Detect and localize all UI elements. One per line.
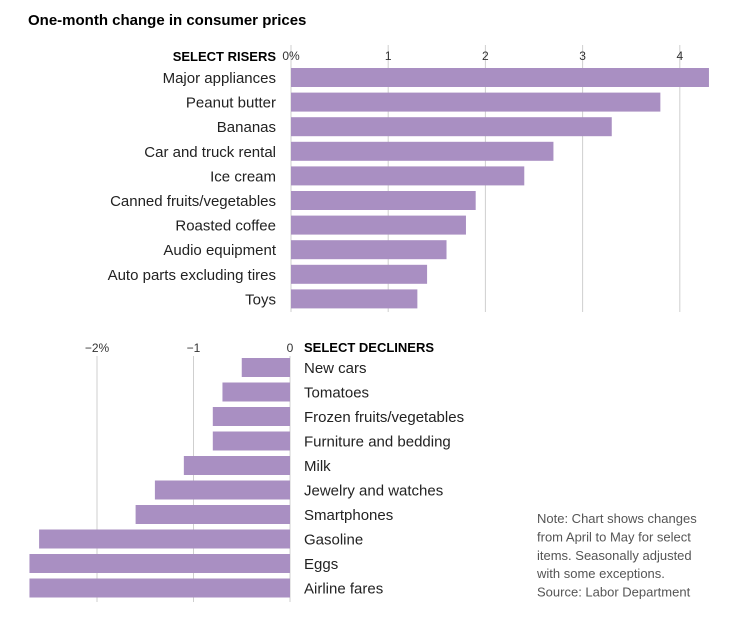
chart-note: Note: Chart shows changes from April to M… — [536, 511, 697, 600]
riser-category-label: Peanut butter — [186, 95, 276, 112]
risers-tick-label: 2 — [482, 49, 489, 63]
decliner-bar — [39, 529, 290, 549]
riser-category-label: Auto parts excluding tires — [108, 267, 276, 284]
decliner-category-label: Airline fares — [304, 581, 383, 598]
decliner-bar — [222, 382, 290, 402]
decliner-bar — [212, 407, 290, 426]
decliner-bar — [183, 456, 290, 475]
decliner-bar — [135, 505, 290, 524]
decliner-category-label: Eggs — [304, 556, 338, 573]
note-line: Source: Labor Department — [537, 585, 691, 600]
decliner-bar — [29, 554, 290, 573]
riser-bar — [291, 191, 476, 210]
risers-tick-label: 4 — [676, 49, 683, 63]
decliner-category-label: Frozen fruits/vegetables — [304, 409, 464, 426]
decliner-category-label: Gasoline — [304, 532, 363, 549]
decliner-category-label: Furniture and bedding — [304, 434, 451, 451]
riser-category-label: Toys — [245, 291, 276, 308]
riser-bar — [291, 117, 612, 137]
decliner-category-label: New cars — [304, 360, 367, 377]
decliner-bar — [154, 480, 290, 500]
chart-title: One-month change in consumer prices — [28, 12, 306, 29]
decliners-header: SELECT DECLINERS — [304, 340, 434, 355]
note-line: items. Seasonally adjusted — [537, 548, 692, 563]
riser-category-label: Car and truck rental — [144, 144, 276, 161]
decliner-bar — [241, 358, 290, 377]
risers-tick-label: 0% — [282, 49, 300, 63]
riser-bar — [291, 289, 418, 309]
riser-category-label: Major appliances — [163, 70, 276, 87]
decliner-category-label: Smartphones — [304, 507, 393, 524]
risers-header: SELECT RISERS — [173, 49, 277, 64]
riser-category-label: Bananas — [217, 119, 276, 136]
risers-tick-label: 1 — [385, 49, 392, 63]
decliner-category-label: Tomatoes — [304, 385, 369, 402]
riser-bar — [291, 141, 554, 161]
note-line: from April to May for select — [537, 529, 691, 544]
riser-category-label: Audio equipment — [163, 242, 276, 259]
decliners-tick-label: −2% — [85, 341, 110, 355]
riser-category-label: Roasted coffee — [175, 218, 276, 235]
riser-bar — [291, 215, 466, 235]
decliners-panel: −2% −1 0 SELECT DECLINERS New cars Tomatoes Fr… — [29, 340, 464, 602]
risers-panel: 0% 1 2 3 4 SELECT RISERS Major appliances Peanu… — [108, 45, 709, 312]
decliner-bar — [212, 431, 290, 451]
decliner-category-label: Jewelry and watches — [304, 483, 443, 500]
riser-category-label: Ice cream — [210, 168, 276, 185]
riser-category-label: Canned fruits/vegetables — [110, 193, 276, 210]
decliners-tick-label: −1 — [187, 341, 201, 355]
riser-bar — [291, 240, 447, 260]
riser-bar — [291, 68, 709, 87]
riser-bar — [291, 166, 525, 186]
decliner-bar — [29, 578, 290, 598]
note-line: with some exceptions. — [536, 566, 665, 581]
decliners-tick-label: 0 — [287, 341, 294, 355]
riser-bar — [291, 264, 428, 284]
riser-bar — [291, 92, 661, 112]
note-line: Note: Chart shows changes — [537, 511, 697, 526]
risers-tick-label: 3 — [579, 49, 586, 63]
decliner-category-label: Milk — [304, 458, 331, 475]
